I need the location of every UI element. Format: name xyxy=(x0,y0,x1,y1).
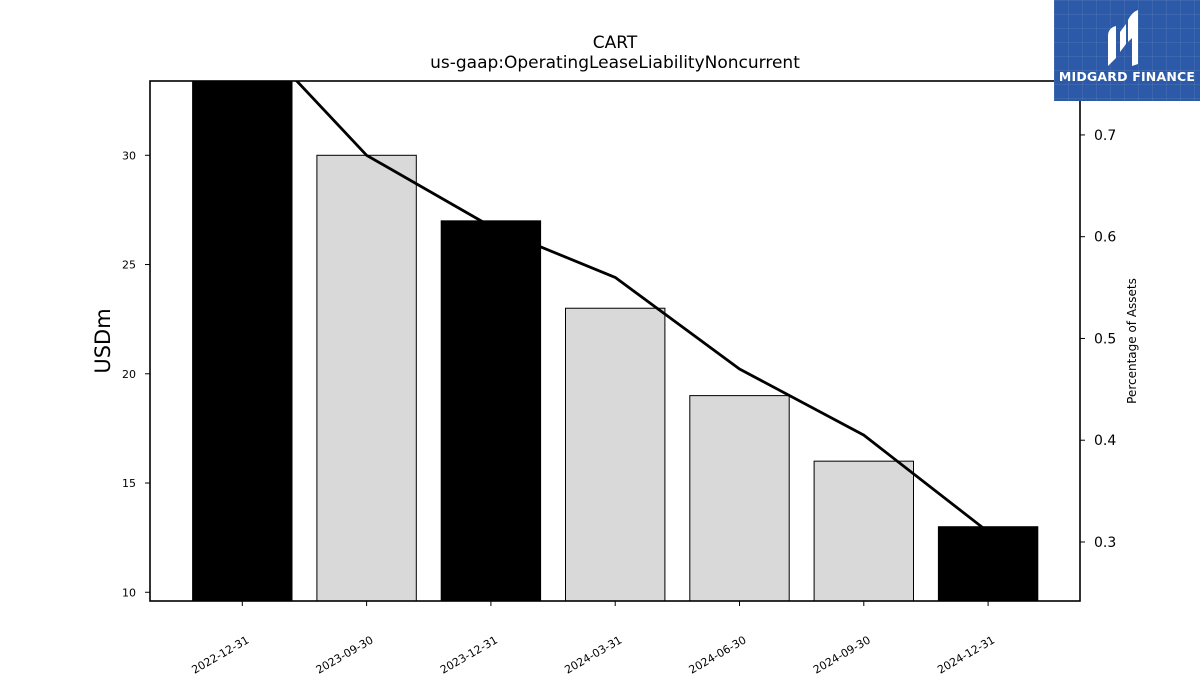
x-tick-label-2024-12-31: 2024-12-31 xyxy=(935,633,997,675)
bar-2024-03-31 xyxy=(565,307,666,601)
bar-2024-09-30 xyxy=(813,460,914,601)
bar-2023-12-31 xyxy=(440,220,542,601)
logo-mark-icon xyxy=(1108,10,1138,66)
y-tick-label-25: 25 xyxy=(122,259,136,272)
bar-2024-12-31 xyxy=(937,526,1039,601)
y-right-tick-label-0.5: 0.5 xyxy=(1094,331,1116,347)
logo-grid-pattern xyxy=(1054,0,1200,101)
line-series-percentage-of-assets xyxy=(294,81,989,533)
x-tick-label-2023-09-30: 2023-09-30 xyxy=(314,633,376,675)
y-axis-label: USDm xyxy=(91,308,115,373)
y-right-tick-label-0.4: 0.4 xyxy=(1094,433,1116,449)
y-right-tick-label-0.6: 0.6 xyxy=(1094,230,1116,246)
x-tick-label-2024-03-31: 2024-03-31 xyxy=(562,633,624,675)
y-tick-label-20: 20 xyxy=(122,368,136,381)
y-right-tick-label-0.3: 0.3 xyxy=(1094,535,1116,551)
logo-text: MIDGARD FINANCE xyxy=(1058,69,1196,84)
y-axis-right-label: Percentage of Assets xyxy=(1125,278,1139,404)
plot-area: 10 15 20 25 30 0.3 0.4 0.5 0.6 0.7 2022-12-31 2023-… xyxy=(122,80,1116,675)
y-right-tick-label-0.7: 0.7 xyxy=(1094,128,1116,144)
x-tick-label-2024-09-30: 2024-09-30 xyxy=(811,633,873,675)
x-tick-label-2022-12-31: 2022-12-31 xyxy=(189,633,251,675)
y-tick-label-15: 15 xyxy=(122,477,136,490)
midgard-finance-logo: MIDGARD FINANCE xyxy=(1054,0,1200,101)
bar-2023-09-30 xyxy=(316,154,417,601)
x-tick-label-2023-12-31: 2023-12-31 xyxy=(438,633,500,675)
x-tick-label-2024-06-30: 2024-06-30 xyxy=(687,633,749,675)
y-tick-label-10: 10 xyxy=(122,586,136,599)
bar-2024-06-30 xyxy=(689,395,790,601)
chart-title: CART xyxy=(593,33,638,53)
y-tick-label-30: 30 xyxy=(122,149,136,162)
chart-subtitle: us-gaap:OperatingLeaseLiabilityNoncurren… xyxy=(430,53,800,73)
bar-2022-12-31 xyxy=(192,81,293,601)
